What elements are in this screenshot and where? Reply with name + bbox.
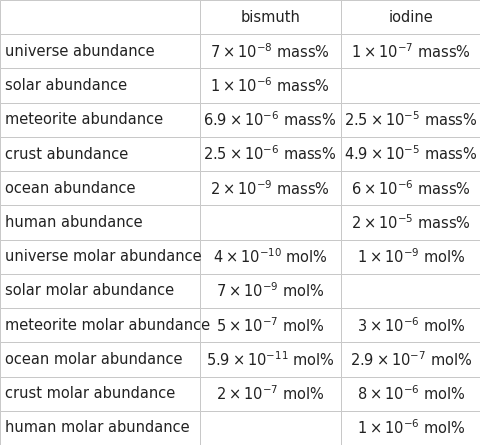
Bar bbox=[199, 308, 340, 342]
Bar bbox=[0, 411, 199, 445]
Bar bbox=[199, 171, 340, 206]
Bar bbox=[340, 0, 480, 34]
Text: ocean molar abundance: ocean molar abundance bbox=[5, 352, 182, 367]
Bar bbox=[199, 239, 340, 274]
Text: meteorite molar abundance: meteorite molar abundance bbox=[5, 318, 209, 333]
Text: meteorite abundance: meteorite abundance bbox=[5, 112, 163, 127]
Text: $2\times10^{-9}$ mass%: $2\times10^{-9}$ mass% bbox=[210, 179, 329, 198]
Text: solar abundance: solar abundance bbox=[5, 78, 127, 93]
Bar bbox=[199, 69, 340, 103]
Bar bbox=[199, 206, 340, 239]
Bar bbox=[0, 0, 199, 34]
Text: $2.5\times10^{-5}$ mass%: $2.5\times10^{-5}$ mass% bbox=[343, 110, 477, 129]
Bar bbox=[199, 137, 340, 171]
Bar bbox=[0, 206, 199, 239]
Bar bbox=[199, 34, 340, 69]
Bar bbox=[340, 274, 480, 308]
Bar bbox=[199, 103, 340, 137]
Text: iodine: iodine bbox=[387, 10, 432, 24]
Bar bbox=[0, 342, 199, 376]
Text: ocean abundance: ocean abundance bbox=[5, 181, 135, 196]
Text: $2\times10^{-7}$ mol%: $2\times10^{-7}$ mol% bbox=[216, 384, 324, 403]
Bar bbox=[199, 376, 340, 411]
Bar bbox=[340, 137, 480, 171]
Text: crust molar abundance: crust molar abundance bbox=[5, 386, 175, 401]
Text: crust abundance: crust abundance bbox=[5, 146, 128, 162]
Bar bbox=[340, 171, 480, 206]
Bar bbox=[0, 137, 199, 171]
Bar bbox=[199, 274, 340, 308]
Bar bbox=[340, 376, 480, 411]
Bar bbox=[340, 308, 480, 342]
Bar bbox=[0, 34, 199, 69]
Text: $3\times10^{-6}$ mol%: $3\times10^{-6}$ mol% bbox=[356, 316, 464, 335]
Bar bbox=[340, 103, 480, 137]
Text: $6\times10^{-6}$ mass%: $6\times10^{-6}$ mass% bbox=[350, 179, 469, 198]
Bar bbox=[340, 69, 480, 103]
Text: $2.5\times10^{-6}$ mass%: $2.5\times10^{-6}$ mass% bbox=[203, 145, 336, 163]
Text: bismuth: bismuth bbox=[240, 10, 300, 24]
Bar bbox=[340, 239, 480, 274]
Text: $4\times10^{-10}$ mol%: $4\times10^{-10}$ mol% bbox=[212, 247, 327, 266]
Text: solar molar abundance: solar molar abundance bbox=[5, 283, 174, 299]
Bar bbox=[340, 206, 480, 239]
Text: $7\times10^{-9}$ mol%: $7\times10^{-9}$ mol% bbox=[216, 282, 324, 300]
Text: $2\times10^{-5}$ mass%: $2\times10^{-5}$ mass% bbox=[350, 213, 469, 232]
Bar bbox=[0, 239, 199, 274]
Text: $2.9\times10^{-7}$ mol%: $2.9\times10^{-7}$ mol% bbox=[349, 350, 471, 369]
Text: human abundance: human abundance bbox=[5, 215, 142, 230]
Bar bbox=[0, 376, 199, 411]
Text: $1\times10^{-6}$ mass%: $1\times10^{-6}$ mass% bbox=[210, 76, 329, 95]
Text: universe abundance: universe abundance bbox=[5, 44, 154, 59]
Bar bbox=[0, 274, 199, 308]
Text: $7\times10^{-8}$ mass%: $7\times10^{-8}$ mass% bbox=[210, 42, 329, 61]
Bar bbox=[199, 342, 340, 376]
Bar bbox=[0, 308, 199, 342]
Bar bbox=[340, 342, 480, 376]
Bar bbox=[0, 103, 199, 137]
Text: $5\times10^{-7}$ mol%: $5\times10^{-7}$ mol% bbox=[216, 316, 324, 335]
Text: universe molar abundance: universe molar abundance bbox=[5, 249, 201, 264]
Bar bbox=[340, 411, 480, 445]
Text: $4.9\times10^{-5}$ mass%: $4.9\times10^{-5}$ mass% bbox=[343, 145, 477, 163]
Text: $1\times10^{-7}$ mass%: $1\times10^{-7}$ mass% bbox=[350, 42, 469, 61]
Bar bbox=[0, 69, 199, 103]
Text: $1\times10^{-9}$ mol%: $1\times10^{-9}$ mol% bbox=[356, 247, 464, 266]
Bar bbox=[199, 0, 340, 34]
Bar bbox=[0, 171, 199, 206]
Text: $5.9\times10^{-11}$ mol%: $5.9\times10^{-11}$ mol% bbox=[205, 350, 334, 369]
Text: $6.9\times10^{-6}$ mass%: $6.9\times10^{-6}$ mass% bbox=[203, 110, 336, 129]
Text: human molar abundance: human molar abundance bbox=[5, 421, 189, 435]
Bar bbox=[340, 34, 480, 69]
Text: $8\times10^{-6}$ mol%: $8\times10^{-6}$ mol% bbox=[356, 384, 464, 403]
Text: $1\times10^{-6}$ mol%: $1\times10^{-6}$ mol% bbox=[356, 419, 464, 437]
Bar bbox=[199, 411, 340, 445]
